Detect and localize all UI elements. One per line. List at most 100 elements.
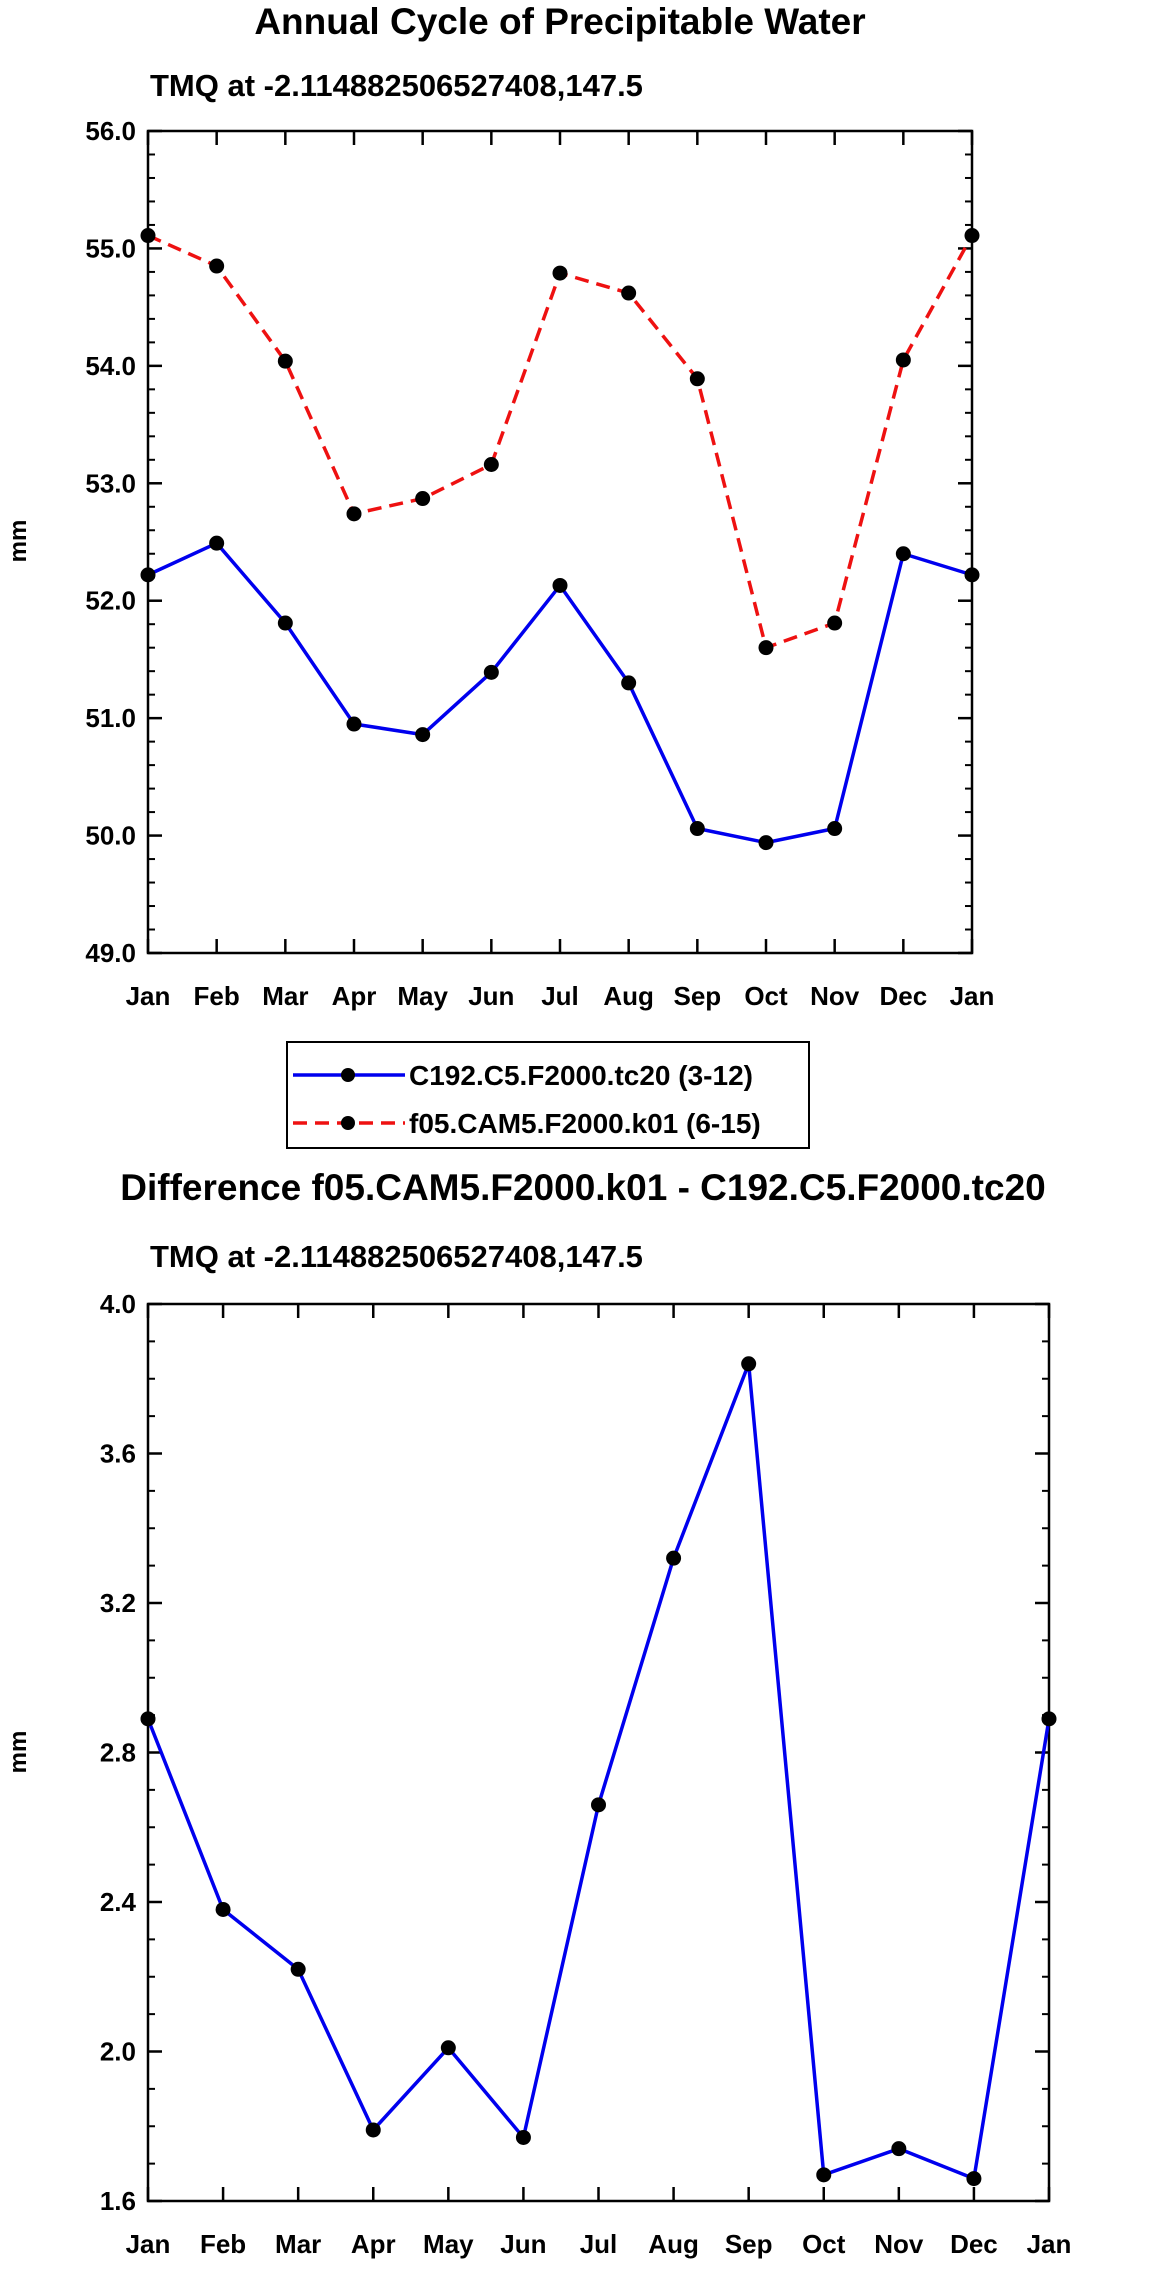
y-tick-label: 52.0 <box>85 586 136 616</box>
data-point <box>415 727 431 743</box>
y-tick-label: 1.6 <box>100 2186 136 2216</box>
data-point <box>552 265 568 281</box>
data-point <box>483 456 499 472</box>
data-point <box>277 353 293 369</box>
x-tick-label: Dec <box>950 2229 998 2259</box>
data-point <box>415 491 431 507</box>
x-tick-label: Jul <box>580 2229 618 2259</box>
y-tick-label: 53.0 <box>85 468 136 498</box>
data-point <box>621 675 637 691</box>
x-tick-label: Sep <box>725 2229 773 2259</box>
x-tick-label: Jan <box>126 2229 171 2259</box>
y-tick-label: 49.0 <box>85 938 136 968</box>
legend-entry-f05: f05.CAM5.F2000.k01 (6-15) <box>293 1108 761 1139</box>
y-tick-label: 4.0 <box>100 1289 136 1319</box>
legend: C192.C5.F2000.tc20 (3-12) f05.CAM5.F2000… <box>286 1041 810 1149</box>
legend-label-c192: C192.C5.F2000.tc20 (3-12) <box>409 1060 753 1091</box>
legend-marker-f05 <box>341 1116 355 1130</box>
y-axis-label: mm <box>5 520 32 563</box>
legend-marker-c192 <box>341 1068 355 1082</box>
x-tick-label: May <box>397 981 448 1011</box>
legend-entry-c192: C192.C5.F2000.tc20 (3-12) <box>293 1060 753 1091</box>
data-point <box>290 1961 306 1977</box>
chart-title: Annual Cycle of Precipitable Water <box>254 1 865 42</box>
x-tick-label: Mar <box>262 981 308 1011</box>
x-tick-label: Jul <box>541 981 579 1011</box>
series-0 <box>140 535 980 851</box>
chart-subtitle: TMQ at -2.114882506527408,147.5 <box>150 68 643 103</box>
data-point <box>758 835 774 851</box>
x-tick-label: Feb <box>194 981 240 1011</box>
y-tick-label: 2.4 <box>100 1887 137 1917</box>
x-tick-label: Jun <box>500 2229 546 2259</box>
data-point <box>621 285 637 301</box>
data-point <box>346 506 362 522</box>
y-tick-label: 3.2 <box>100 1588 136 1618</box>
data-point <box>741 1356 757 1372</box>
data-point <box>666 1550 682 1566</box>
x-tick-label: Apr <box>351 2229 396 2259</box>
y-tick-label: 50.0 <box>85 821 136 851</box>
data-point <box>140 567 156 583</box>
data-point <box>140 1711 156 1727</box>
data-point <box>891 2141 907 2157</box>
data-point <box>591 1797 606 1813</box>
data-point <box>964 567 980 583</box>
data-point <box>209 258 225 274</box>
y-tick-label: 2.8 <box>100 1738 136 1768</box>
precipitable-water-chart: Annual Cycle of Precipitable Water TMQ a… <box>5 1 994 1011</box>
plot-frame <box>146 129 974 955</box>
data-point <box>1041 1711 1057 1727</box>
x-tick-label: Oct <box>744 981 788 1011</box>
data-point <box>483 664 499 680</box>
data-point <box>440 2040 456 2056</box>
difference-chart: Difference f05.CAM5.F2000.k01 - C192.C5.… <box>5 1167 1071 2259</box>
chart-title: Difference f05.CAM5.F2000.k01 - C192.C5.… <box>120 1167 1045 1208</box>
data-point <box>689 821 705 837</box>
data-point <box>552 577 568 593</box>
data-point <box>816 2167 832 2183</box>
series-1 <box>140 228 980 656</box>
data-point <box>964 228 980 244</box>
data-point <box>365 2122 381 2138</box>
y-tick-label: 55.0 <box>85 233 136 263</box>
data-point <box>827 615 843 631</box>
x-tick-label: Jan <box>950 981 995 1011</box>
data-point <box>966 2171 982 2187</box>
data-point <box>209 535 225 551</box>
y-tick-label: 2.0 <box>100 2037 136 2067</box>
x-tick-label: Dec <box>879 981 927 1011</box>
data-point <box>895 352 911 368</box>
x-tick-label: Sep <box>673 981 721 1011</box>
x-tick-label: Nov <box>810 981 860 1011</box>
data-point <box>215 1901 231 1917</box>
y-tick-label: 51.0 <box>85 703 136 733</box>
x-tick-label: Aug <box>648 2229 699 2259</box>
x-tick-label: Jun <box>468 981 514 1011</box>
data-point <box>827 821 843 837</box>
x-tick-label: May <box>423 2229 474 2259</box>
x-tick-label: Apr <box>332 981 377 1011</box>
x-tick-label: Feb <box>200 2229 246 2259</box>
x-tick-label: Aug <box>603 981 654 1011</box>
x-tick-label: Mar <box>275 2229 321 2259</box>
x-tick-label: Nov <box>874 2229 924 2259</box>
x-tick-label: Jan <box>1027 2229 1072 2259</box>
y-tick-label: 56.0 <box>85 116 136 146</box>
x-tick-label: Oct <box>802 2229 846 2259</box>
axis-ticks <box>146 129 974 955</box>
y-tick-label: 54.0 <box>85 351 136 381</box>
data-point <box>689 371 705 387</box>
chart-subtitle: TMQ at -2.114882506527408,147.5 <box>150 1239 643 1274</box>
data-point <box>758 640 774 656</box>
legend-box <box>286 1041 810 1149</box>
data-point <box>895 546 911 562</box>
legend-label-f05: f05.CAM5.F2000.k01 (6-15) <box>409 1108 761 1139</box>
data-point <box>277 615 293 631</box>
series-line <box>146 1362 1051 2181</box>
plot-frame <box>146 1302 1051 2203</box>
series-0 <box>140 1356 1057 2187</box>
y-tick-label: 3.6 <box>100 1439 136 1469</box>
axis-ticks <box>146 1302 1051 2203</box>
